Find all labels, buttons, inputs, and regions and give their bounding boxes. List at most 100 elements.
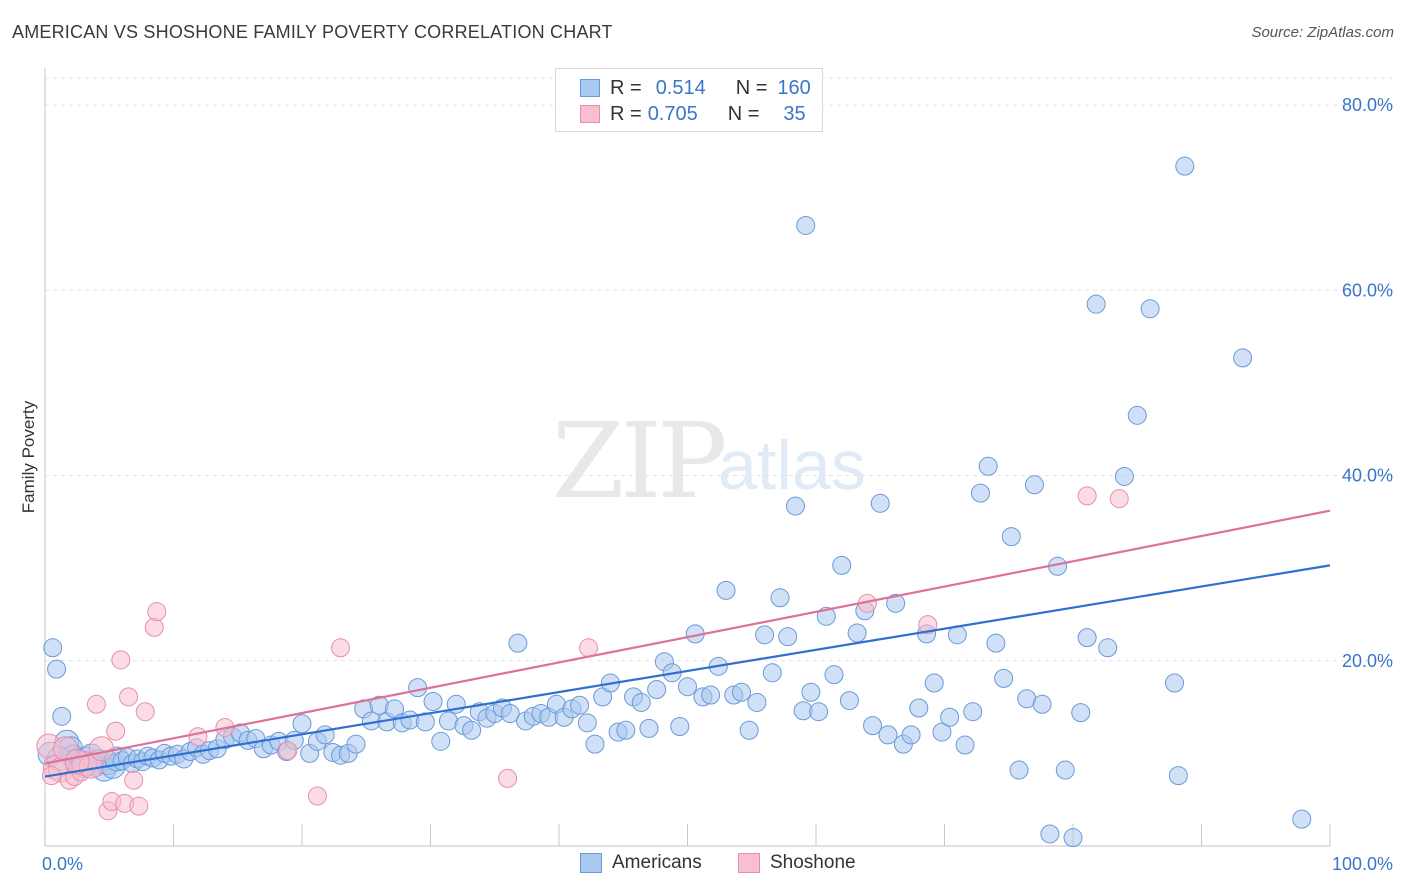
american-point [1168,766,1188,786]
x-tick-label-min: 0.0% [42,854,83,874]
series-legend-shoshone[interactable]: Shoshone [738,852,856,874]
y-tick-label: 60.0% [1342,280,1393,300]
american-point [1140,299,1160,319]
american-point [824,665,844,685]
shoshone-point [144,617,164,637]
shoshone-point [188,727,208,747]
american-point [1086,294,1106,314]
shoshone-point [278,741,298,761]
american-point [631,692,651,712]
series-legend-americans[interactable]: Americans [580,852,702,874]
american-point [1071,703,1091,723]
american-point [670,717,690,737]
shoshone-points [36,486,1129,821]
american-point [839,691,859,711]
american-point [994,668,1014,688]
shoshone-point [106,721,126,741]
american-point [716,580,736,600]
american-point [346,734,366,754]
shoshone-point [147,602,167,622]
source-label: Source: ZipAtlas.com [1251,24,1394,41]
american-point [500,704,520,724]
american-point [1292,809,1312,829]
shoshone-point [579,638,599,658]
legend-n-value-shoshone: 35 [783,102,806,125]
x-tick-label-max: 100.0% [1332,854,1393,874]
ticks [44,824,1331,846]
american-point [639,718,659,738]
american-point [1175,156,1195,176]
legend-r-value-americans: 0.514 [655,76,706,99]
legend-n-value-americans: 160 [777,76,811,99]
american-point [1098,638,1118,658]
y-axis-label: Family Poverty [19,400,38,513]
american-point [932,722,952,742]
american-point [801,682,821,702]
american-point [940,707,960,727]
american-point [770,588,790,608]
american-point [886,593,906,613]
watermark-zip: ZIP [552,400,727,522]
american-point [796,215,816,235]
series-label-shoshone: Shoshone [770,852,856,873]
american-point [778,627,798,647]
legend-r-label: R = [610,102,642,125]
american-point [739,720,759,740]
american-point [408,678,428,698]
legend-r-value-shoshone: 0.705 [647,102,698,125]
american-point [1127,405,1147,425]
shoshone-point [498,768,518,788]
american-point [47,659,67,679]
american-point [462,720,482,740]
american-point [415,712,435,732]
watermark-atlas: atlas [718,426,866,504]
correlation-legend: R = 0.514 N = 160 R = 0.705 N = 35 [555,68,823,132]
american-point [755,625,775,645]
american-point [809,702,829,722]
series-legend: Americans Shoshone [0,852,1406,876]
american-point [762,663,782,683]
legend-row-americans: R = 0.514 N = 160 [580,77,811,99]
shoshone-point [135,702,155,722]
american-point [970,483,990,503]
shoshone-point [1109,489,1129,509]
legend-swatch-americans [580,79,600,97]
shoshone-point [124,770,144,790]
american-point [978,456,998,476]
shoshone-point [129,796,149,816]
american-point [1040,824,1060,844]
shoshone-point [918,615,938,635]
axis-labels: 20.0% 40.0% 60.0% 80.0% 0.0% 100.0% Family Pov… [19,95,1393,874]
american-point [924,673,944,693]
shoshone-point [111,650,131,670]
american-point [901,725,921,745]
american-point [52,706,72,726]
series-swatch-shoshone [738,853,760,873]
american-point [616,720,636,740]
american-point [1233,348,1253,368]
shoshone-point [119,687,139,707]
american-point [963,702,983,722]
shoshone-point [86,694,106,714]
legend-n-label: N = [727,102,760,125]
american-point [1032,694,1052,714]
legend-n-label: N = [735,76,768,99]
american-point [731,682,751,702]
y-tick-label: 80.0% [1342,95,1393,115]
series-swatch-americans [580,853,602,873]
american-point [1165,673,1185,693]
legend-swatch-shoshone [580,105,600,123]
american-point [43,638,63,658]
american-point [955,735,975,755]
american-point [847,623,867,643]
shoshone-trend-line [44,509,1331,765]
american-point [570,695,590,715]
americans-trend-line [44,564,1331,778]
trend-lines [44,509,1331,778]
american-point [585,734,605,754]
american-point [747,692,767,712]
legend-row-shoshone: R = 0.705 N = 35 [580,103,806,125]
american-point [1114,466,1134,486]
american-point [832,555,852,575]
